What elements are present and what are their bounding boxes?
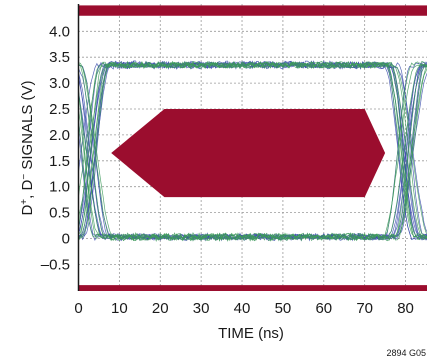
y-title-sup1: +	[19, 199, 30, 205]
figure-id: 2894 G05	[386, 348, 426, 358]
signal-traces	[78, 60, 427, 242]
x-tick-label: 30	[193, 300, 210, 317]
x-tick-label: 70	[356, 300, 373, 317]
y-tick-label: 4.0	[49, 23, 70, 40]
y-tick-labels: 4.0 3.5 3.0 2.5 2.0 1.5 1.0 0.5 0 –0.5	[41, 23, 70, 273]
y-title-d1: D	[19, 205, 36, 216]
signal-trace	[78, 60, 427, 241]
x-tick-label: 10	[111, 300, 128, 317]
y-tick-label: 2.0	[49, 127, 70, 144]
y-title-d2: , D	[19, 180, 36, 199]
y-tick-label: –0.5	[41, 256, 70, 273]
eye-mask-layer	[111, 109, 386, 198]
limit-bands	[78, 5, 427, 291]
lower-limit-band	[78, 285, 427, 291]
y-tick-label: 1.5	[49, 153, 70, 170]
y-tick-label: 2.5	[49, 101, 70, 118]
x-tick-label: 50	[275, 300, 292, 317]
signal-trace	[78, 62, 427, 242]
x-tick-label: 80	[397, 300, 414, 317]
y-title-rest: SIGNALS (V)	[19, 80, 36, 173]
x-tick-label: 20	[152, 300, 169, 317]
x-tick-label: 0	[74, 300, 82, 317]
x-tick-label: 40	[234, 300, 251, 317]
x-tick-label: 60	[315, 300, 332, 317]
y-tick-label: 1.0	[49, 179, 70, 196]
upper-limit-band	[78, 5, 427, 16]
y-title-sup2: −	[19, 174, 30, 180]
y-tick-label: 0.5	[49, 205, 70, 222]
x-axis-title: TIME (ns)	[218, 325, 284, 342]
signal-trace	[78, 61, 427, 241]
y-axis-title: D+, D− SIGNALS (V)	[19, 80, 37, 215]
y-tick-label: 0	[62, 231, 70, 248]
y-tick-label: 3.5	[49, 49, 70, 66]
y-tick-label: 3.0	[49, 75, 70, 92]
signal-trace	[78, 61, 427, 240]
x-tick-labels: 0 10 20 30 40 50 60 70 80	[74, 300, 414, 317]
eye-mask	[111, 109, 386, 198]
